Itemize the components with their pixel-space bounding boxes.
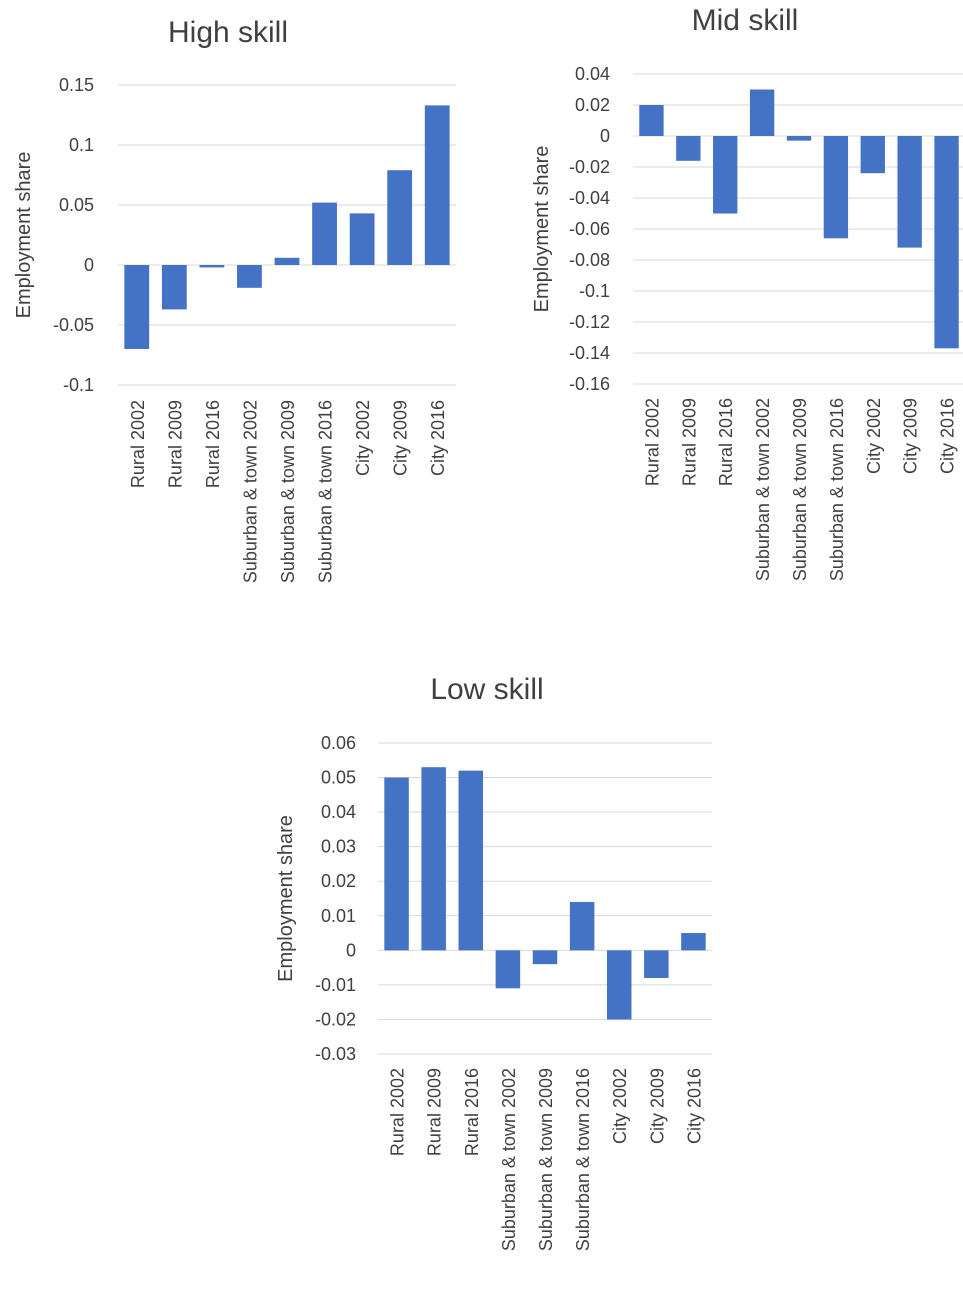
low-skill-bar: [458, 770, 484, 951]
high-skill-chart: High skill Employment share 0.15 0.1 0.05 0 -0…: [13, 16, 456, 583]
high-skill-bar: [199, 265, 225, 268]
high-skill-y-tick-label: -0.1: [63, 375, 94, 395]
low-skill-category-label: Rural 2002: [388, 1068, 408, 1156]
high-skill-category-label: Rural 2002: [128, 400, 148, 488]
low-skill-y-tick-label: 0.06: [321, 733, 356, 753]
low-skill-category-label: City 2009: [647, 1068, 667, 1144]
low-skill-bar: [569, 901, 595, 951]
high-skill-y-tick-label: 0.15: [59, 75, 94, 95]
mid-skill-y-tick-label: -0.16: [569, 374, 610, 394]
low-skill-chart: Low skill Employment share 0.06 0.05 0.04 0.0…: [275, 673, 712, 1251]
high-skill-category-label: Suburban & town 2016: [316, 400, 336, 583]
low-skill-title: Low skill: [430, 673, 543, 706]
mid-skill-y-tick-label: -0.04: [569, 188, 610, 208]
mid-skill-category-label: Rural 2016: [716, 398, 736, 486]
high-skill-bar: [387, 170, 413, 265]
high-skill-category-label: City 2009: [391, 400, 411, 476]
low-skill-category-label: Rural 2009: [425, 1068, 445, 1156]
mid-skill-y-tick-label: -0.08: [569, 250, 610, 270]
high-skill-category-label: City 2002: [353, 400, 373, 476]
high-skill-bar: [161, 265, 187, 310]
mid-skill-y-tick-label: -0.02: [569, 157, 610, 177]
mid-skill-y-tick-label: -0.14: [569, 343, 610, 363]
mid-skill-y-tick-label: -0.1: [579, 281, 610, 301]
mid-skill-category-label: City 2009: [901, 398, 921, 474]
mid-skill-bar: [713, 136, 738, 214]
high-skill-bar: [312, 202, 337, 265]
low-skill-y-axis-label: Employment share: [275, 815, 297, 982]
high-skill-bar: [237, 265, 262, 288]
low-skill-bar: [532, 950, 558, 965]
high-skill-bar: [124, 265, 150, 349]
mid-skill-category-label: Suburban & town 2009: [790, 398, 810, 581]
low-skill-category-label: Rural 2016: [462, 1068, 482, 1156]
low-skill-y-tick-label: 0.05: [321, 768, 356, 788]
high-skill-y-axis-label: Employment share: [13, 152, 35, 319]
low-skill-y-tick-label: 0.02: [321, 871, 356, 891]
high-skill-bar: [349, 213, 375, 265]
low-skill-category-label: City 2016: [684, 1068, 704, 1144]
low-skill-y-tick-label: 0.03: [321, 837, 356, 857]
low-skill-bar: [384, 777, 409, 951]
low-skill-y-tick-label: 0.04: [321, 802, 356, 822]
high-skill-category-label: Suburban & town 2002: [240, 400, 260, 583]
low-skill-bar: [495, 950, 521, 989]
mid-skill-category-label: Rural 2002: [642, 398, 662, 486]
low-skill-bar: [606, 950, 632, 1020]
mid-skill-y-tick-label: 0.02: [575, 95, 610, 115]
mid-skill-category-label: City 2002: [864, 398, 884, 474]
mid-skill-y-tick-label: 0: [600, 126, 610, 146]
mid-skill-category-label: Suburban & town 2016: [827, 398, 847, 581]
mid-skill-bar: [860, 136, 885, 174]
low-skill-y-tick-label: -0.02: [315, 1009, 356, 1029]
high-skill-bar: [274, 257, 300, 265]
low-skill-category-label: Suburban & town 2002: [499, 1068, 519, 1251]
mid-skill-bar: [639, 105, 664, 136]
mid-skill-y-tick-label: -0.12: [569, 312, 610, 332]
mid-skill-y-tick-label: -0.06: [569, 219, 610, 239]
mid-skill-category-label: Suburban & town 2002: [753, 398, 773, 581]
mid-skill-category-label: City 2016: [938, 398, 958, 474]
low-skill-y-tick-label: 0: [346, 940, 356, 960]
low-skill-category-label: City 2002: [610, 1068, 630, 1144]
low-skill-bar: [644, 950, 669, 978]
high-skill-category-label: Rural 2009: [165, 400, 185, 488]
mid-skill-y-axis-label: Employment share: [531, 146, 553, 313]
low-skill-category-label: Suburban & town 2016: [573, 1068, 593, 1251]
low-skill-bar: [681, 933, 706, 951]
high-skill-bar: [424, 105, 450, 266]
high-skill-category-label: Rural 2016: [203, 400, 223, 488]
high-skill-y-tick-label: 0.05: [59, 195, 94, 215]
high-skill-y-tick-label: -0.05: [53, 315, 94, 335]
high-skill-y-tick-label: 0: [84, 255, 94, 275]
mid-skill-bar: [786, 136, 812, 141]
high-skill-title: High skill: [168, 16, 288, 49]
mid-skill-bar: [749, 89, 775, 136]
mid-skill-y-tick-label: 0.04: [575, 64, 610, 84]
mid-skill-bar: [676, 136, 701, 161]
low-skill-y-tick-label: 0.01: [321, 906, 356, 926]
low-skill-y-tick-label: -0.01: [315, 975, 356, 995]
low-skill-y-tick-label: -0.03: [315, 1044, 356, 1064]
mid-skill-bar: [823, 136, 849, 239]
mid-skill-title: Mid skill: [692, 4, 799, 37]
high-skill-category-label: City 2016: [428, 400, 448, 476]
mid-skill-chart: Mid skill Employment share 0.04 0.02 0 -0.02 -…: [531, 4, 963, 581]
high-skill-y-tick-label: 0.1: [69, 135, 94, 155]
high-skill-category-label: Suburban & town 2009: [278, 400, 298, 583]
mid-skill-category-label: Rural 2009: [679, 398, 699, 486]
low-skill-category-label: Suburban & town 2009: [536, 1068, 556, 1251]
mid-skill-bar: [934, 136, 959, 349]
mid-skill-bar: [897, 136, 922, 248]
low-skill-bar: [421, 767, 446, 951]
